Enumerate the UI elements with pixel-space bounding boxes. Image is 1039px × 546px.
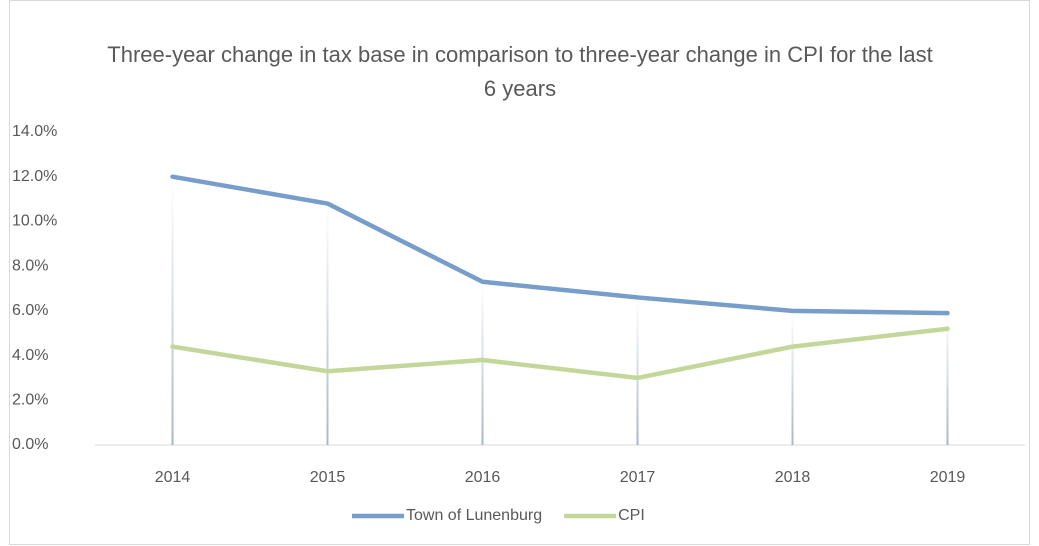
drop-line xyxy=(946,313,949,445)
legend-label: Town of Lunenburg xyxy=(406,507,542,524)
x-tick-label: 2019 xyxy=(930,469,966,486)
drop-line xyxy=(326,203,329,445)
y-tick-label: 2.0% xyxy=(12,392,48,409)
x-tick-label: 2017 xyxy=(620,469,656,486)
y-tick-label: 6.0% xyxy=(12,302,48,319)
y-tick-label: 4.0% xyxy=(12,347,48,364)
y-tick-label: 0.0% xyxy=(12,436,48,453)
drop-line xyxy=(481,281,484,445)
chart-border xyxy=(9,0,1030,545)
x-tick-label: 2015 xyxy=(310,469,346,486)
y-tick-label: 8.0% xyxy=(12,257,48,274)
chart-title: Three-year change in tax base in compari… xyxy=(107,42,933,101)
series-line xyxy=(170,326,950,381)
y-tick-label: 12.0% xyxy=(12,168,57,185)
drop-line xyxy=(171,176,174,445)
drop-line xyxy=(791,310,794,445)
legend-label: CPI xyxy=(618,507,645,524)
y-tick-label: 10.0% xyxy=(12,213,57,230)
drop-line xyxy=(636,297,639,445)
y-tick-label: 14.0% xyxy=(12,123,57,140)
series-line xyxy=(170,174,950,316)
x-tick-label: 2014 xyxy=(155,469,191,486)
x-tick-label: 2018 xyxy=(775,469,811,486)
x-tick-label: 2016 xyxy=(465,469,501,486)
